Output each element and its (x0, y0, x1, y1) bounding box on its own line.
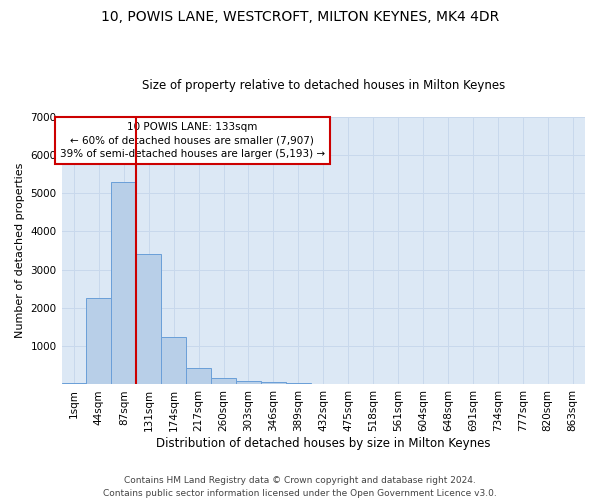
Bar (136, 254, 161, 384)
Bar (86, 298, 112, 384)
Text: 10, POWIS LANE, WESTCROFT, MILTON KEYNES, MK4 4DR: 10, POWIS LANE, WESTCROFT, MILTON KEYNES… (101, 10, 499, 24)
Bar (261, 382, 286, 384)
Bar (186, 368, 211, 384)
Bar (211, 378, 236, 384)
Bar (161, 336, 186, 384)
Bar (236, 380, 261, 384)
Bar (62, 382, 86, 384)
Title: Size of property relative to detached houses in Milton Keynes: Size of property relative to detached ho… (142, 79, 505, 92)
X-axis label: Distribution of detached houses by size in Milton Keynes: Distribution of detached houses by size … (156, 437, 491, 450)
Bar (112, 182, 136, 384)
Text: Contains HM Land Registry data © Crown copyright and database right 2024.
Contai: Contains HM Land Registry data © Crown c… (103, 476, 497, 498)
Y-axis label: Number of detached properties: Number of detached properties (15, 163, 25, 338)
Text: 10 POWIS LANE: 133sqm
← 60% of detached houses are smaller (7,907)
39% of semi-d: 10 POWIS LANE: 133sqm ← 60% of detached … (60, 122, 325, 158)
